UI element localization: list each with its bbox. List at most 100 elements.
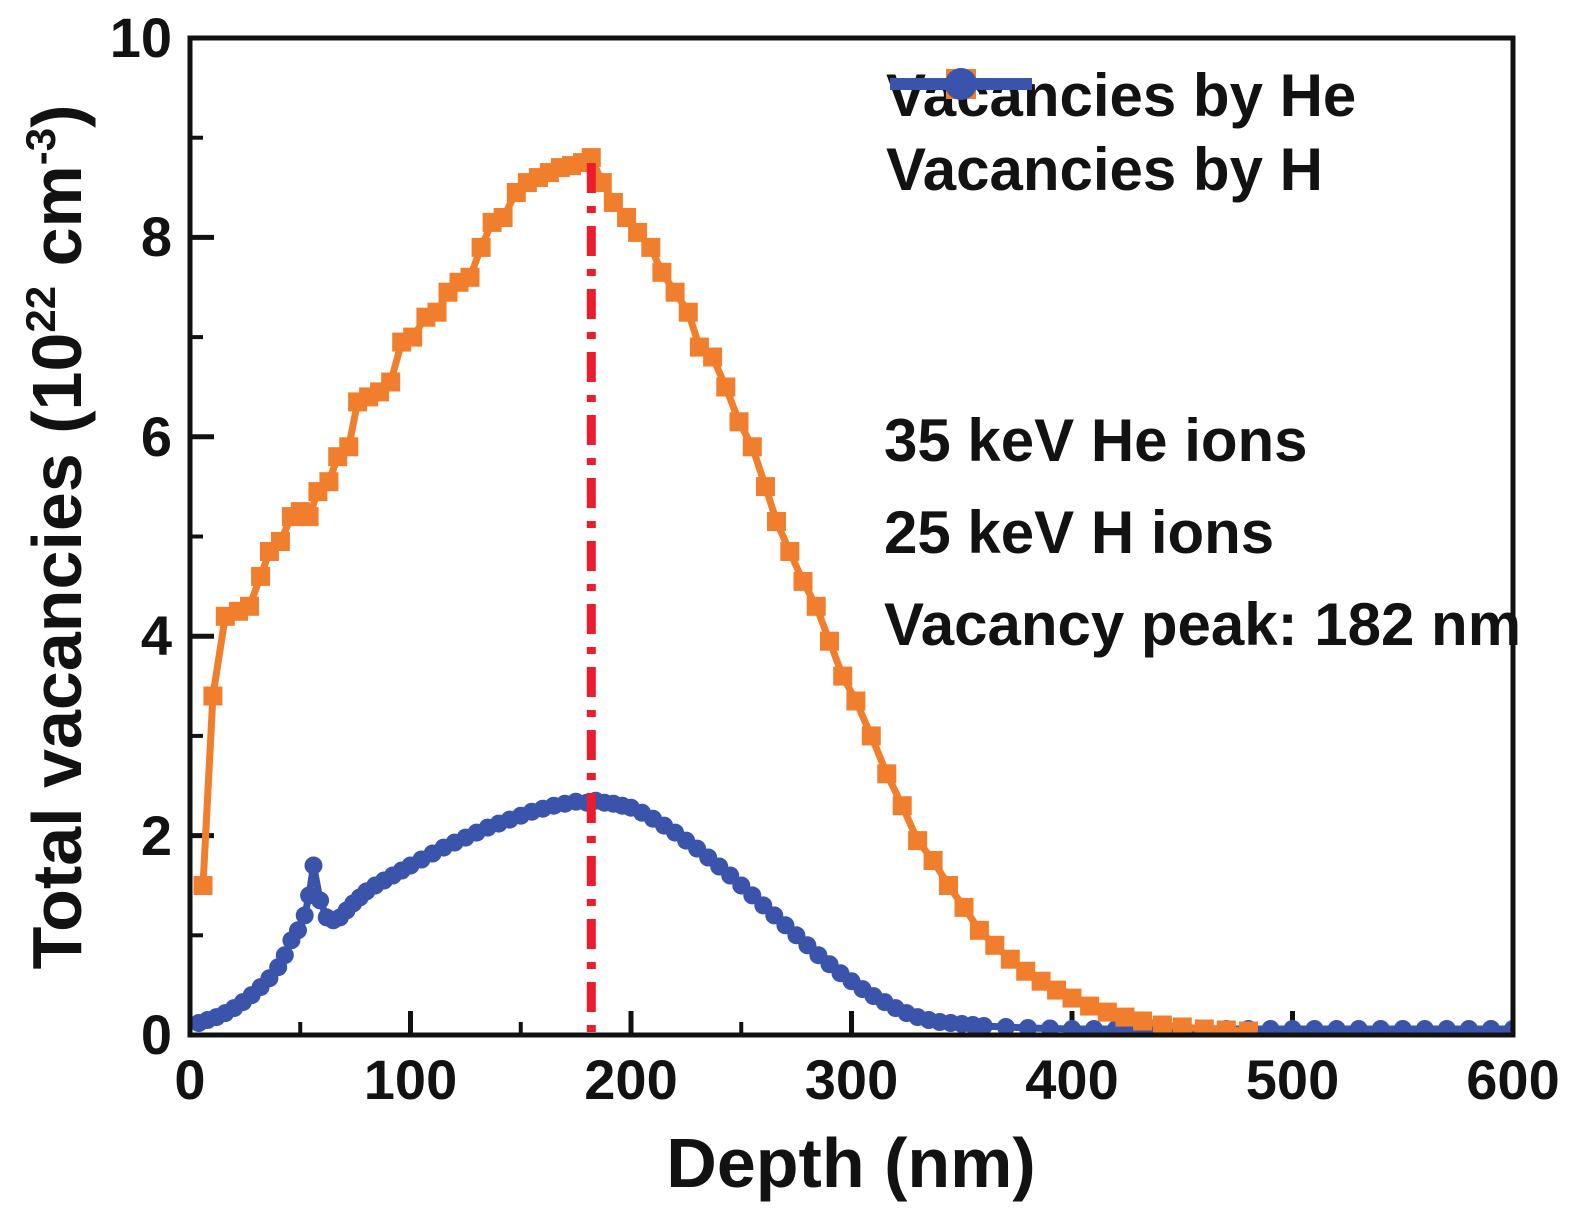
circle-marker [1415, 1020, 1434, 1035]
x-tick-label-100: 100 [363, 1048, 458, 1111]
square-marker [652, 262, 672, 282]
square-marker [581, 148, 601, 168]
circle-marker [311, 891, 330, 910]
circle-marker [1393, 1020, 1412, 1035]
y-tick-label-4: 4 [140, 604, 172, 668]
y-axis-title-text: cm [18, 165, 97, 286]
square-marker [319, 472, 339, 492]
square-marker [471, 237, 491, 257]
square-marker [1062, 988, 1082, 1008]
y-tick-label-10: 10 [109, 6, 172, 69]
square-marker [806, 596, 826, 616]
square-marker [1097, 1002, 1117, 1022]
square-marker [939, 876, 958, 895]
y-tick-label-2: 2 [140, 803, 172, 867]
square-marker [892, 796, 912, 816]
square-marker [716, 377, 736, 397]
square-marker [603, 193, 623, 212]
circle-marker [1459, 1020, 1478, 1035]
square-marker [820, 631, 839, 651]
square-marker [908, 831, 928, 851]
square-marker [1133, 1011, 1153, 1031]
square-marker [1047, 980, 1067, 1000]
y-tick-label-0: 0 [140, 1003, 172, 1066]
y-tick-label-6: 6 [140, 404, 172, 468]
square-marker [339, 437, 359, 457]
square-marker [1238, 1021, 1258, 1035]
square-marker [1194, 1019, 1214, 1035]
square-marker [861, 726, 881, 746]
square-marker [592, 173, 612, 193]
square-marker [240, 596, 259, 616]
square-marker [742, 437, 762, 457]
square-marker [729, 412, 749, 432]
square-marker [203, 686, 223, 706]
y-axis-title-text: ) [18, 104, 97, 128]
square-marker [969, 920, 989, 940]
square-marker [460, 267, 480, 287]
square-marker [641, 237, 661, 257]
legend-label-h: Vacancies by H [886, 136, 1323, 203]
square-marker [846, 691, 866, 711]
square-marker [628, 222, 648, 242]
circle-marker [1085, 1020, 1103, 1035]
circle-marker [275, 946, 294, 965]
legend: Vacancies by He Vacancies by H [886, 64, 1356, 202]
circle-marker [1283, 1020, 1302, 1035]
square-marker [1080, 996, 1100, 1016]
x-tick-label-600: 600 [1466, 1048, 1560, 1111]
annotation-vacancy-peak: Vacancy peak: 182 nm [884, 591, 1522, 658]
annotation-h-energy: 25 keV H ions [884, 499, 1275, 566]
x-axis-title: Depth (nm) [666, 1124, 1036, 1202]
square-marker [403, 327, 423, 347]
square-marker [985, 935, 1005, 955]
y-axis-title-superscript: -3 [16, 127, 64, 166]
square-marker [678, 302, 698, 322]
square-marker [427, 302, 447, 322]
circle-marker [1349, 1020, 1368, 1035]
square-marker [617, 208, 637, 227]
square-marker [833, 666, 853, 686]
square-marker [1000, 949, 1020, 969]
circle-marker [1018, 1019, 1037, 1035]
square-marker [251, 566, 271, 586]
circle-marker [974, 1017, 993, 1035]
square-marker [270, 532, 290, 551]
square-marker [665, 282, 685, 302]
y-tick-label-8: 8 [140, 205, 172, 269]
y-axis-title-superscript: 22 [16, 285, 64, 333]
square-marker [1172, 1017, 1192, 1035]
square-marker [193, 876, 213, 895]
square-marker [793, 571, 813, 591]
plot-frame [187, 35, 1516, 1038]
series-layer [190, 148, 1513, 1035]
x-tick-label-500: 500 [1245, 1048, 1340, 1111]
circle-marker [1063, 1020, 1081, 1035]
annotation-he-energy: 35 keV He ions [884, 407, 1308, 474]
h-series-sample-icon [890, 68, 1032, 100]
legend-item-h: Vacancies by H [886, 68, 1356, 203]
square-marker [767, 512, 786, 531]
square-marker [780, 542, 800, 561]
square-marker [1216, 1020, 1236, 1035]
circle-marker [996, 1018, 1015, 1035]
square-marker [1115, 1007, 1135, 1027]
circle-marker [1305, 1020, 1324, 1035]
circle-marker [1437, 1020, 1456, 1035]
square-marker [954, 897, 974, 917]
square-marker [381, 372, 401, 392]
annotation-block: 35 keV He ions 25 keV H ions Vacancy pea… [884, 395, 1521, 671]
circle-marker [1041, 1019, 1059, 1035]
circle-marker [1482, 1020, 1500, 1035]
square-marker [923, 851, 943, 870]
square-marker [299, 507, 319, 527]
square-marker [756, 477, 775, 497]
circle-marker [304, 856, 323, 875]
square-marker [877, 764, 897, 784]
y-axis-title: Total vacancies (1022 cm-3) [16, 105, 96, 970]
circle-marker [1371, 1020, 1390, 1035]
x-tick-label-200: 200 [584, 1048, 678, 1111]
x-tick-label-0: 0 [174, 1048, 206, 1111]
